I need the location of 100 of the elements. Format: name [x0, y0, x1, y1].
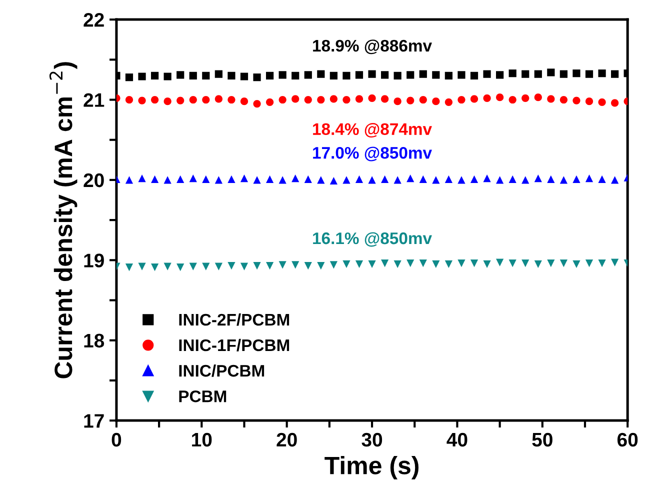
- point: [138, 72, 146, 80]
- point: [240, 72, 248, 80]
- annotation: 17.0% @850mv: [313, 146, 432, 162]
- point: [214, 70, 222, 78]
- point: [470, 95, 478, 103]
- point: [560, 70, 568, 78]
- point: [266, 262, 274, 270]
- point: [534, 94, 542, 102]
- x-axis-title: Time (s): [324, 456, 418, 480]
- point: [317, 96, 325, 104]
- point: [572, 260, 580, 268]
- point: [432, 71, 440, 79]
- point: [483, 174, 491, 182]
- y-tick-label: 20: [84, 173, 104, 188]
- point: [508, 260, 516, 268]
- y-tick-label: 21: [84, 93, 104, 107]
- point: [330, 72, 338, 80]
- point: [381, 260, 389, 268]
- point: [406, 71, 414, 79]
- point: [547, 95, 555, 103]
- point: [444, 98, 452, 106]
- point: [253, 73, 261, 82]
- point: [496, 94, 504, 102]
- point: [214, 176, 222, 184]
- point: [304, 262, 312, 270]
- point: [572, 69, 580, 78]
- y-tick-label: 19: [84, 254, 104, 268]
- point: [444, 260, 452, 268]
- point: [342, 72, 350, 80]
- point: [560, 96, 568, 104]
- point: [355, 71, 364, 79]
- point: [125, 176, 134, 184]
- point: [278, 176, 286, 184]
- x-tick-label: 10: [192, 432, 212, 447]
- point: [458, 71, 466, 79]
- point: [292, 261, 300, 269]
- point: [292, 174, 300, 182]
- y-tick-label: 17: [84, 414, 104, 428]
- x-tick-label: 20: [276, 432, 297, 447]
- point: [304, 71, 312, 79]
- point: [534, 260, 542, 268]
- point: [572, 175, 580, 183]
- point: [150, 175, 159, 183]
- point: [342, 176, 350, 184]
- point: [317, 70, 325, 78]
- point: [585, 174, 594, 182]
- point: [381, 175, 389, 183]
- point: [164, 98, 172, 106]
- point: [125, 73, 134, 82]
- point: [138, 262, 146, 270]
- point: [214, 262, 222, 270]
- annotation: 16.1% @850mv: [313, 232, 432, 247]
- point: [266, 72, 274, 80]
- point: [598, 98, 606, 106]
- point: [611, 70, 619, 78]
- point: [419, 96, 427, 104]
- point: [189, 174, 197, 182]
- point: [202, 96, 210, 104]
- point: [508, 175, 516, 183]
- point: [202, 72, 210, 80]
- point: [496, 176, 504, 184]
- point: [342, 260, 350, 268]
- point: [572, 96, 580, 104]
- point: [228, 72, 236, 80]
- annotation: 18.9% @886mv: [313, 40, 432, 54]
- point: [342, 96, 350, 104]
- point: [406, 260, 414, 268]
- point: [330, 261, 338, 269]
- point: [496, 258, 504, 266]
- point: [419, 260, 427, 268]
- point: [547, 68, 555, 76]
- point: [330, 176, 338, 185]
- point: [278, 261, 286, 269]
- point: [355, 175, 364, 183]
- point: [317, 262, 325, 270]
- point: [496, 71, 504, 79]
- point: [419, 70, 427, 78]
- point: [508, 69, 516, 78]
- point: [611, 99, 619, 107]
- point: [483, 94, 491, 102]
- point: [508, 96, 516, 104]
- point: [266, 175, 274, 183]
- point: [522, 176, 530, 184]
- point: [547, 175, 555, 183]
- point: [228, 96, 236, 104]
- point: [598, 260, 606, 268]
- point: [176, 71, 184, 79]
- point: [381, 95, 389, 103]
- point: [176, 96, 184, 104]
- point: [368, 70, 376, 78]
- x-tick-label: 0: [112, 432, 122, 447]
- point: [240, 98, 248, 106]
- point: [164, 176, 172, 184]
- point: [317, 176, 325, 184]
- point: [585, 70, 594, 78]
- point: [240, 262, 248, 270]
- point: [483, 260, 491, 268]
- legend-label: PCBM: [179, 390, 226, 402]
- point: [176, 175, 184, 183]
- point: [228, 262, 236, 270]
